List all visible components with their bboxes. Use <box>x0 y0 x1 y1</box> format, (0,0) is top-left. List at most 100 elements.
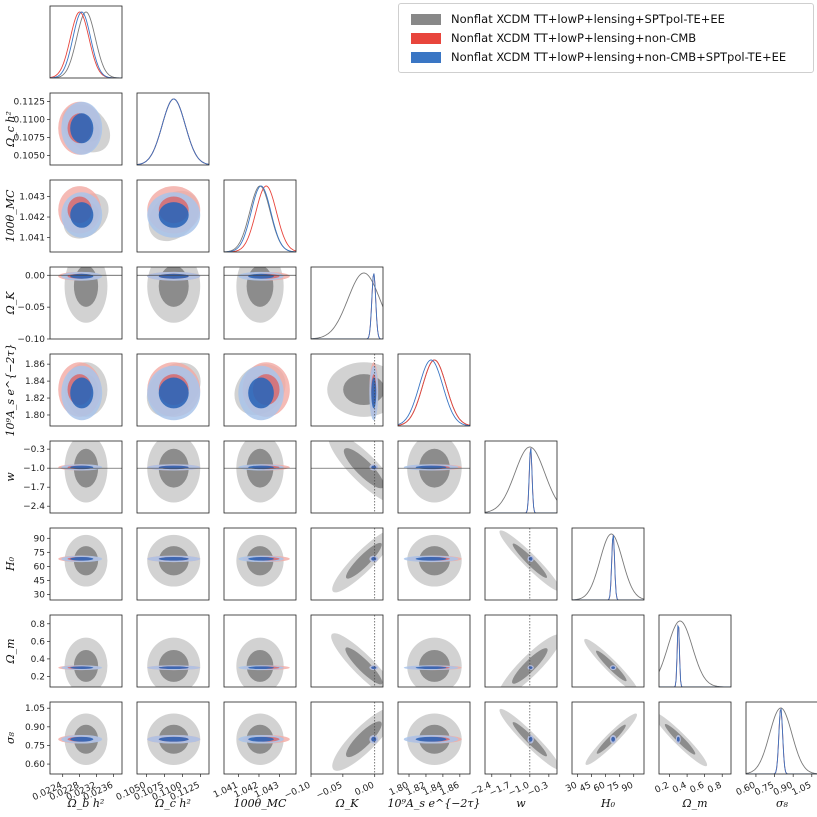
panel-frame <box>136 701 210 775</box>
panel-frame <box>397 614 471 688</box>
contour-blue-68 <box>158 273 189 279</box>
legend-swatch-red <box>411 32 441 44</box>
y-tick-label: 0.1100 <box>14 116 46 126</box>
panel-1-4 <box>136 353 210 427</box>
panel-3-5 <box>310 440 384 514</box>
panel-2-3 <box>223 266 297 340</box>
panel-4-6 <box>397 527 471 601</box>
panel-frame <box>223 701 297 775</box>
y-tick-label: 0.1075 <box>14 134 46 144</box>
y-axis-label-3: Ω_K <box>4 291 17 316</box>
panel-3-4 <box>310 353 384 427</box>
panel-frame <box>397 440 471 514</box>
panel-frame <box>136 614 210 688</box>
contour-blue-68 <box>371 557 377 561</box>
x-tick-label: 90 <box>620 781 635 795</box>
y-axis-label-2: 100θ_MC <box>4 189 17 242</box>
marginal-4-series-1 <box>398 359 470 426</box>
panel-7-7 <box>658 614 732 688</box>
contour-blue-68 <box>70 113 94 144</box>
contour-blue-68 <box>158 202 189 228</box>
y-tick-label: 0.90 <box>25 723 45 733</box>
contour-blue-68 <box>248 557 274 561</box>
contour-gray-68 <box>246 267 274 307</box>
x-tick-label: 0.6 <box>689 781 706 796</box>
marginal-6-series-0 <box>572 533 644 600</box>
marginal-3-series-0 <box>311 272 383 339</box>
y-tick-label: −1.7 <box>23 483 45 493</box>
contour-gray-68 <box>158 267 189 307</box>
panel-frame <box>49 179 123 253</box>
contour-blue-68 <box>611 666 615 670</box>
panel-frame <box>223 266 297 340</box>
panel-5-8: −2.4−1.7−1.0−0.3 <box>469 701 558 799</box>
panel-frame <box>484 527 558 601</box>
panel-frame <box>658 701 732 775</box>
y-tick-label: 60 <box>34 562 46 572</box>
marginal-3-series-2 <box>311 273 383 339</box>
legend-label-3: Nonflat XCDM TT+lowP+lensing+non-CMB+SPT… <box>451 50 787 64</box>
panel-7-8: 0.2 0.4 0.6 0.8 <box>654 701 732 796</box>
contour-blue-68 <box>248 273 274 279</box>
panel-frame <box>136 179 210 253</box>
legend-entry-2: Nonflat XCDM TT+lowP+lensing+non-CMB <box>411 29 696 47</box>
panel-frame <box>745 701 817 775</box>
x-axis-label-6: H₀ <box>600 797 616 810</box>
y-tick-label: 1.042 <box>19 213 45 223</box>
panel-frame <box>397 353 471 427</box>
y-tick-label: 90 <box>34 534 46 544</box>
x-tick-label: 1.05 <box>791 781 813 799</box>
marginal-3-series-1 <box>311 273 383 339</box>
panel-0-6: 30 45 60 75 90 <box>34 527 123 601</box>
contour-blue-68 <box>371 465 377 470</box>
x-axis-label-7: Ω_m <box>681 797 707 810</box>
panel-frame <box>136 266 210 340</box>
panel-frame <box>49 266 123 340</box>
panel-frame <box>484 440 558 514</box>
x-axis-label-3: Ω_K <box>335 797 360 810</box>
y-tick-label: 0.60 <box>25 760 45 770</box>
x-axis-label-5: w <box>516 797 526 810</box>
panel-4-4 <box>397 353 471 427</box>
x-axis-label-2: 100θ_MC <box>234 797 287 810</box>
y-tick-label: 0.8 <box>31 620 46 630</box>
x-axis-label-4: 10⁹A_s e^{−2τ} <box>387 797 480 810</box>
legend-entry-1: Nonflat XCDM TT+lowP+lensing+SPTpol-TE+E… <box>411 10 725 28</box>
panel-frame <box>223 440 297 514</box>
y-axis-label-6: H₀ <box>4 556 17 572</box>
panel-frame <box>49 527 123 601</box>
marginal-7-series-0 <box>659 620 731 687</box>
panel-2-5 <box>223 440 297 514</box>
y-axis-label-4: 10⁹A_s e^{−2τ} <box>4 343 17 436</box>
contour-blue-68 <box>528 736 533 742</box>
panel-3-8: −0.10 −0.05 0.00 <box>283 701 384 802</box>
panel-frame <box>223 527 297 601</box>
panel-2-2 <box>223 179 297 253</box>
contour-blue-68 <box>158 465 189 470</box>
marginal-1-series-0 <box>137 98 209 165</box>
y-tick-label: 1.041 <box>19 234 45 244</box>
panel-1-6 <box>136 527 210 601</box>
panel-frame <box>310 614 384 688</box>
x-tick-label: 0.4 <box>671 781 688 796</box>
marginal-0-series-0 <box>50 11 122 78</box>
x-tick-label: −0.10 <box>283 781 312 802</box>
x-tick-label: 60 <box>592 781 607 795</box>
contour-blue-68 <box>611 736 615 742</box>
panel-6-7 <box>571 614 645 688</box>
contour-blue-68 <box>415 557 447 561</box>
y-tick-label: 0.00 <box>25 271 45 281</box>
marginal-0-series-2 <box>50 11 122 78</box>
panel-1-5 <box>136 440 210 514</box>
x-tick-label: 75 <box>606 781 621 795</box>
x-tick-label: 30 <box>564 781 579 795</box>
marginal-8-series-0 <box>746 707 817 774</box>
contour-blue-68 <box>371 736 377 742</box>
panel-1-1 <box>136 92 210 166</box>
y-tick-label: 1.05 <box>25 704 45 714</box>
y-tick-label: 0.75 <box>25 741 45 751</box>
x-tick-label: 0.8 <box>706 781 723 796</box>
x-tick-label: 0.00 <box>354 781 377 799</box>
